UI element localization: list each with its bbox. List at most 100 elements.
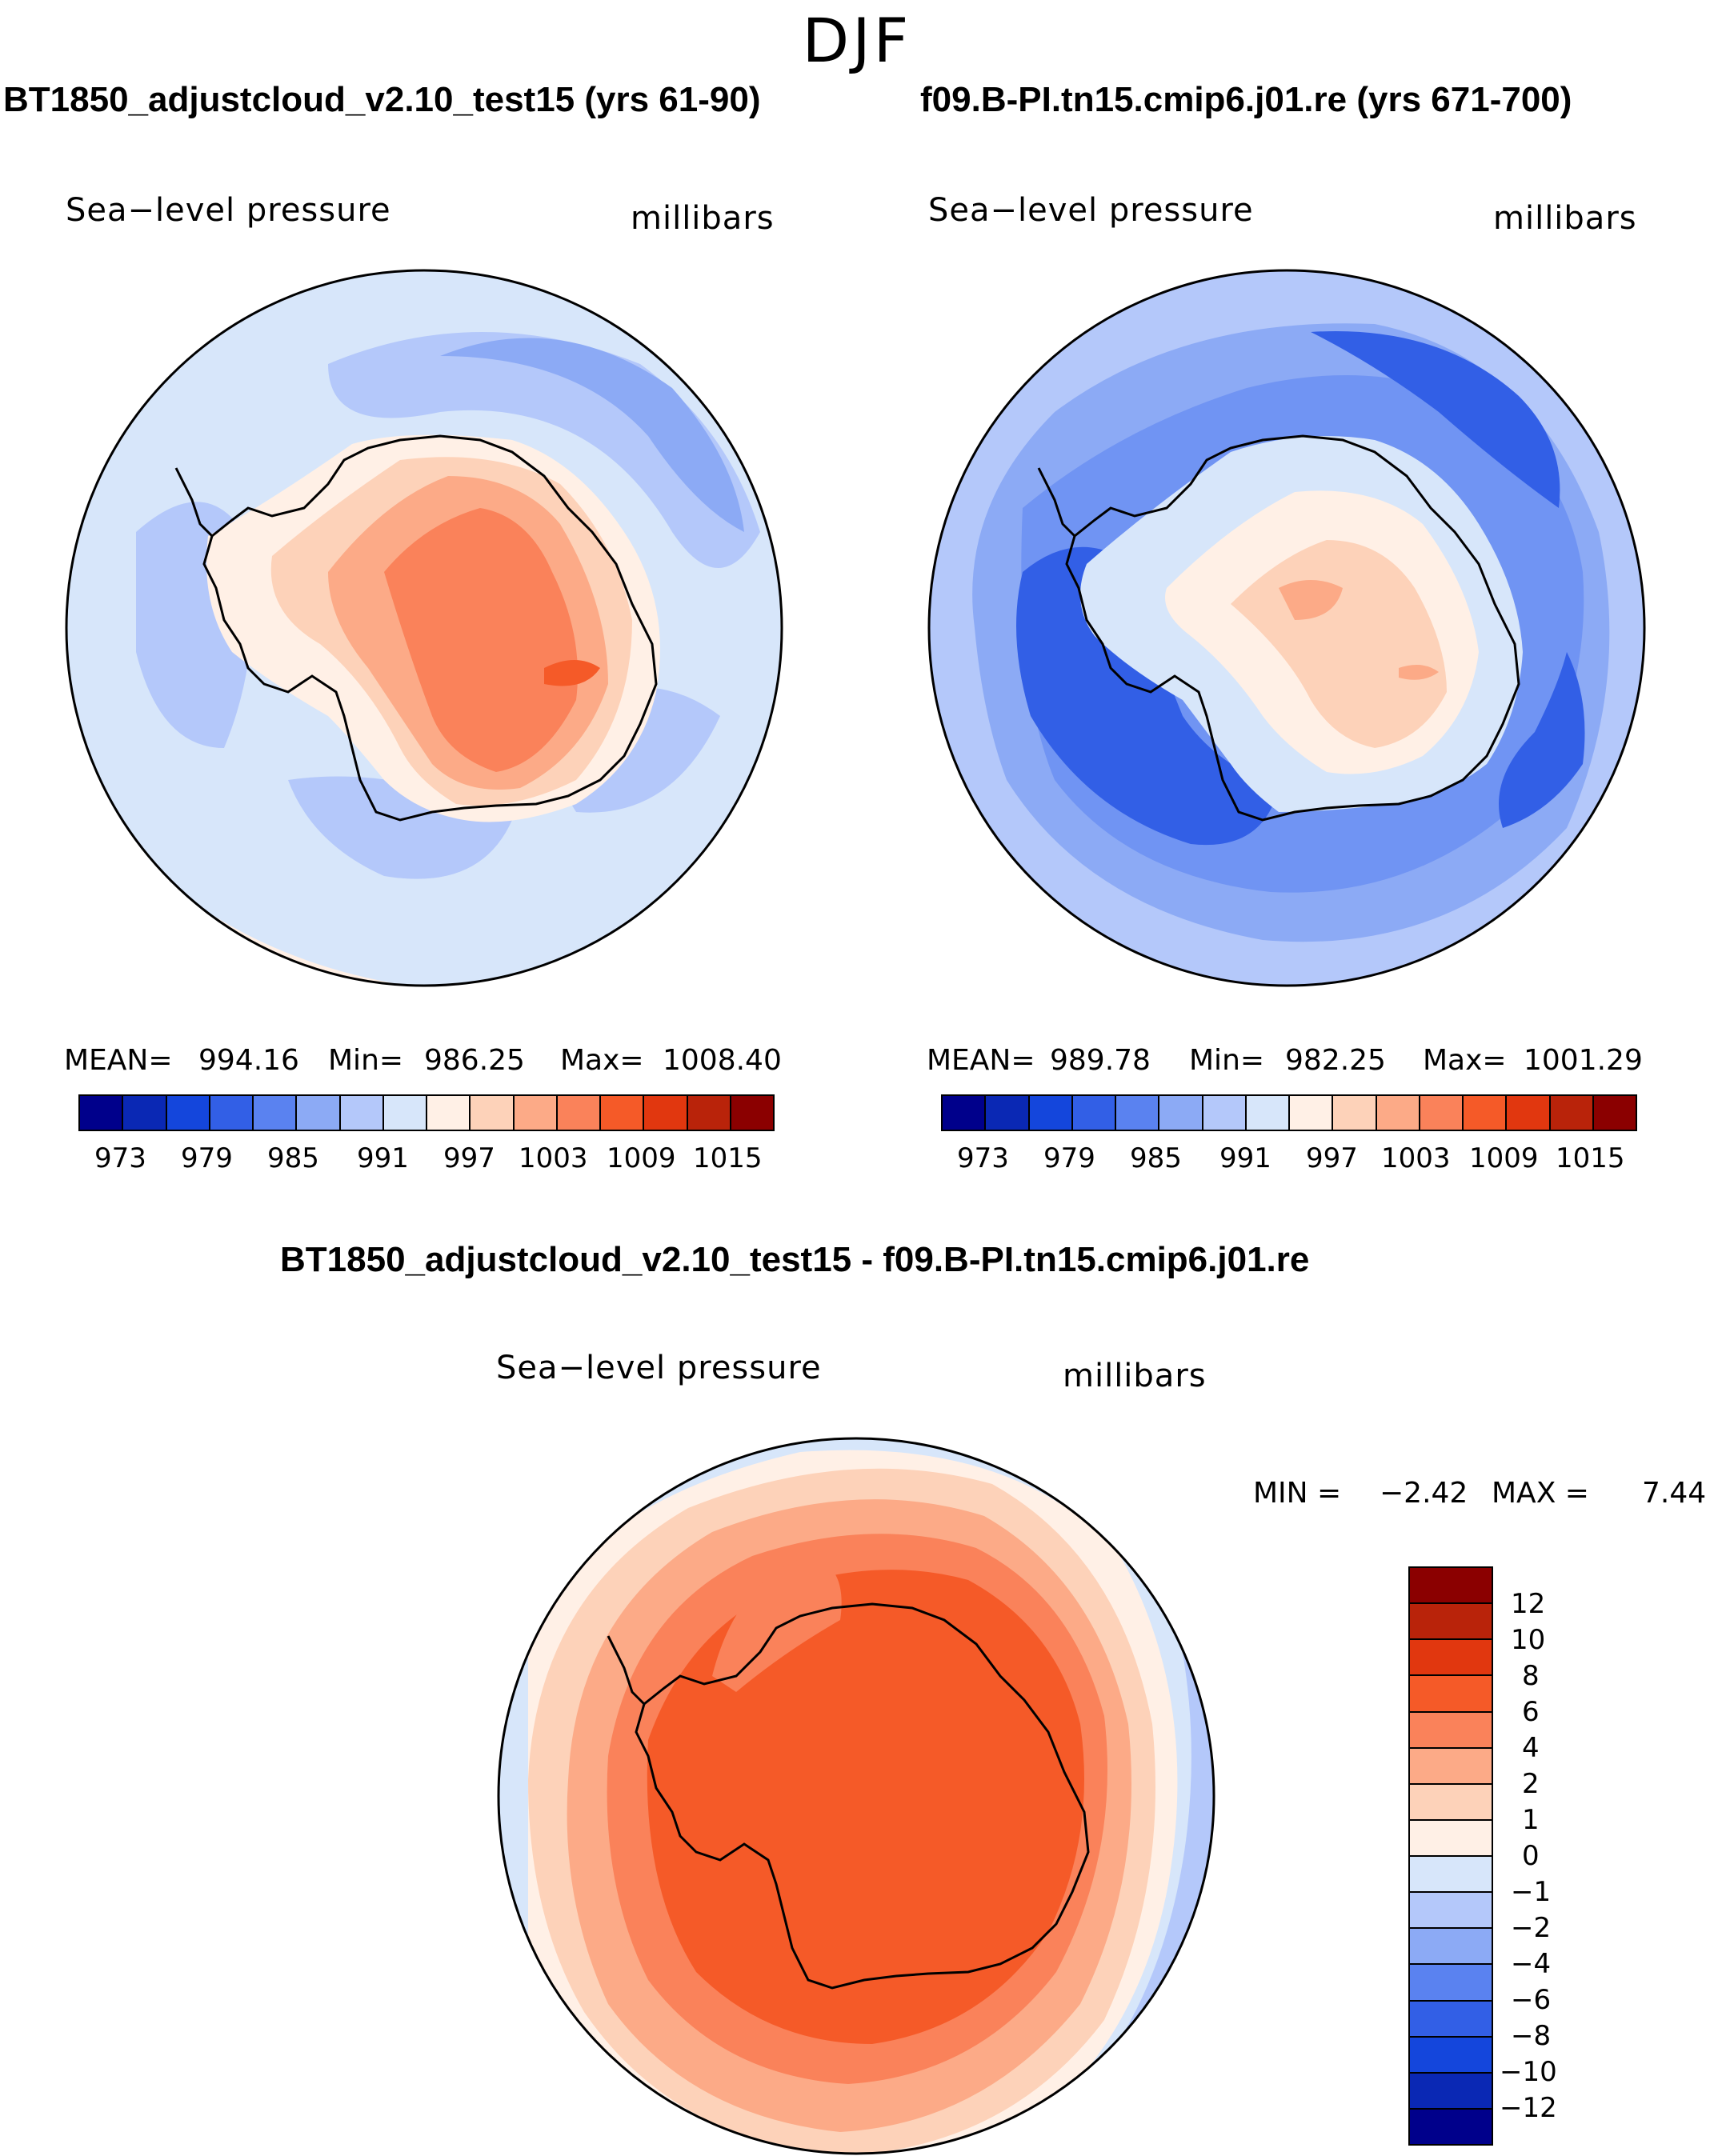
colorbar-swatch (383, 1096, 427, 1130)
colorbar-swatch (687, 1096, 731, 1130)
left-antarctica-coastline (202, 434, 658, 822)
colorbar-swatch (254, 1096, 298, 1130)
left-colorbar-tick: 991 (357, 1142, 409, 1174)
diff-max-value: 7.44 (1642, 1477, 1707, 1510)
colorbar-swatch (1410, 1857, 1492, 1894)
right-colorbar-tick: 985 (1130, 1142, 1182, 1174)
colorbar-swatch (1410, 2109, 1492, 2144)
left-colorbar-tick: 1003 (519, 1142, 588, 1174)
colorbar-swatch (1410, 2073, 1492, 2110)
diff-colorbar-tick: 1 (1522, 1804, 1540, 1836)
right-colorbar-tick: 1003 (1381, 1142, 1451, 1174)
right-variable-label: Sea−level pressure (928, 192, 1254, 229)
colorbar-swatch (297, 1096, 341, 1130)
colorbar-swatch (1410, 1712, 1492, 1749)
colorbar-swatch (943, 1096, 987, 1130)
colorbar-swatch (1410, 2037, 1492, 2074)
right-colorbar-tick: 997 (1306, 1142, 1358, 1174)
colorbar-swatch (514, 1096, 558, 1130)
diff-colorbar-tick: −8 (1511, 2020, 1552, 2052)
diff-min-value: −2.42 (1380, 1477, 1468, 1510)
colorbar-swatch (166, 1096, 210, 1130)
colorbar-swatch (1410, 1784, 1492, 1821)
right-units-label: millibars (1493, 200, 1637, 237)
colorbar-swatch (1410, 1965, 1492, 2002)
colorbar-swatch (1029, 1096, 1073, 1130)
right-max-label: Max= (1423, 1044, 1507, 1077)
figure-title: DJF (802, 5, 912, 76)
colorbar-swatch (1507, 1096, 1551, 1130)
diff-antarctica-coastline (635, 1602, 1090, 1990)
colorbar-swatch (1290, 1096, 1334, 1130)
diff-colorbar-tick: 4 (1522, 1732, 1540, 1764)
left-min-value: 986.25 (424, 1044, 525, 1077)
colorbar-swatch (123, 1096, 167, 1130)
right-colorbar-tick: 973 (957, 1142, 1009, 1174)
right-colorbar (941, 1094, 1637, 1131)
colorbar-swatch (1410, 1568, 1492, 1605)
colorbar-swatch (1410, 2001, 1492, 2038)
left-mean-value: 994.16 (198, 1044, 299, 1077)
colorbar-swatch (601, 1096, 645, 1130)
colorbar-swatch (1116, 1096, 1160, 1130)
diff-colorbar-tick: 0 (1522, 1840, 1540, 1872)
diff-colorbar-tick: −2 (1511, 1912, 1552, 1944)
diff-polar-map (497, 1437, 1215, 2155)
left-colorbar-tick: 973 (94, 1142, 146, 1174)
colorbar-swatch (1072, 1096, 1116, 1130)
left-colorbar-tick: 1009 (607, 1142, 676, 1174)
left-variable-label: Sea−level pressure (66, 192, 391, 229)
colorbar-swatch (427, 1096, 471, 1130)
diff-panel-title: BT1850_adjustcloud_v2.10_test15 - f09.B-… (280, 1240, 1310, 1279)
diff-variable-label: Sea−level pressure (496, 1350, 822, 1386)
left-min-label: Min= (328, 1044, 404, 1077)
right-panel-title: f09.B-PI.tn15.cmip6.j01.re (yrs 671-700) (920, 80, 1572, 119)
diff-colorbar-tick: 8 (1522, 1660, 1540, 1692)
colorbar-swatch (1203, 1096, 1247, 1130)
colorbar-swatch (1376, 1096, 1420, 1130)
left-mean-label: MEAN= (64, 1044, 173, 1077)
right-polar-map (927, 269, 1646, 987)
colorbar-swatch (1420, 1096, 1464, 1130)
colorbar-swatch (471, 1096, 515, 1130)
diff-colorbar-tick: 6 (1522, 1696, 1540, 1728)
right-mean-value: 989.78 (1050, 1044, 1151, 1077)
right-colorbar-tick: 979 (1043, 1142, 1095, 1174)
left-polar-map (65, 269, 783, 987)
colorbar-swatch (1333, 1096, 1377, 1130)
diff-colorbar-tick: −1 (1511, 1876, 1552, 1908)
colorbar-swatch (340, 1096, 384, 1130)
colorbar-swatch (1246, 1096, 1290, 1130)
diff-max-label: MAX = (1492, 1477, 1589, 1510)
colorbar-swatch (1159, 1096, 1203, 1130)
left-colorbar-tick: 979 (181, 1142, 233, 1174)
right-mean-label: MEAN= (927, 1044, 1035, 1077)
diff-colorbar-tick: 2 (1522, 1768, 1540, 1800)
diff-colorbar-tick: −6 (1511, 1984, 1552, 2016)
diff-colorbar-tick: 10 (1511, 1624, 1546, 1656)
colorbar-swatch (1464, 1096, 1508, 1130)
diff-colorbar-tick: −4 (1511, 1948, 1552, 1980)
right-min-value: 982.25 (1285, 1044, 1386, 1077)
colorbar-swatch (1410, 1748, 1492, 1785)
colorbar-swatch (1410, 1893, 1492, 1930)
colorbar-swatch (1410, 1640, 1492, 1677)
left-max-value: 1008.40 (663, 1044, 782, 1077)
left-colorbar-tick: 997 (443, 1142, 495, 1174)
colorbar-swatch (210, 1096, 254, 1130)
left-colorbar-tick: 1015 (693, 1142, 763, 1174)
colorbar-swatch (557, 1096, 601, 1130)
right-min-label: Min= (1189, 1044, 1265, 1077)
colorbar-swatch (1410, 1929, 1492, 1966)
colorbar-swatch (986, 1096, 1030, 1130)
diff-colorbar (1408, 1566, 1493, 2146)
colorbar-swatch (1410, 1820, 1492, 1857)
right-colorbar-tick: 991 (1219, 1142, 1271, 1174)
left-panel-title: BT1850_adjustcloud_v2.10_test15 (yrs 61-… (3, 80, 761, 119)
left-units-label: millibars (631, 200, 775, 237)
right-colorbar-tick: 1015 (1556, 1142, 1625, 1174)
diff-colorbar-tick: −12 (1500, 2092, 1557, 2124)
colorbar-swatch (1550, 1096, 1594, 1130)
colorbar-swatch (1593, 1096, 1636, 1130)
colorbar-swatch (1410, 1676, 1492, 1713)
